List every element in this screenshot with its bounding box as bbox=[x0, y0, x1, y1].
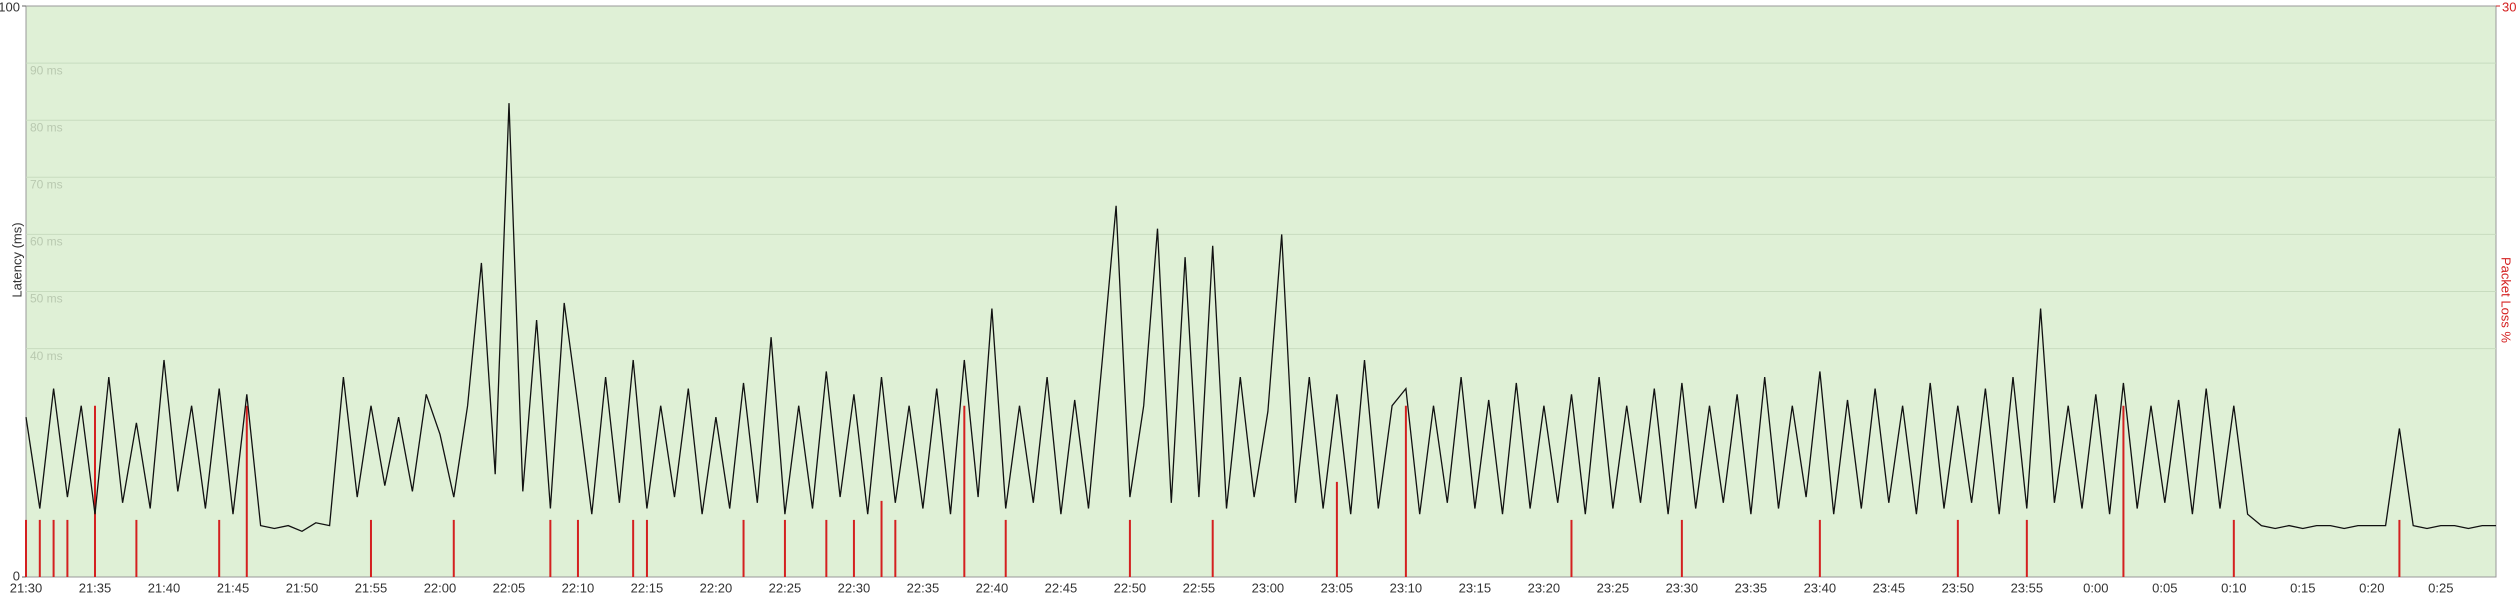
x-tick-label: 23:55 bbox=[2011, 580, 2044, 595]
x-tick-label: 23:45 bbox=[1873, 580, 1906, 595]
x-tick-label: 23:00 bbox=[1252, 580, 1285, 595]
y-tick-label: 0 bbox=[13, 568, 20, 583]
x-tick-label: 21:30 bbox=[10, 580, 43, 595]
x-tick-label: 0:20 bbox=[2359, 580, 2384, 595]
x-tick-label: 0:05 bbox=[2152, 580, 2177, 595]
x-tick-label: 22:10 bbox=[562, 580, 595, 595]
latency-line bbox=[25, 103, 2496, 533]
x-tick-label: 0:10 bbox=[2221, 580, 2246, 595]
x-tick-label: 22:25 bbox=[769, 580, 802, 595]
x-tick-label: 22:35 bbox=[907, 580, 940, 595]
y2-tick-label: 30 bbox=[2502, 0, 2516, 14]
y-grid-label: 80 ms bbox=[30, 120, 63, 134]
y-grid-label: 50 ms bbox=[30, 292, 63, 306]
x-tick-label: 21:50 bbox=[286, 580, 319, 595]
x-tick-label: 0:15 bbox=[2290, 580, 2315, 595]
x-tick-label: 22:50 bbox=[1114, 580, 1147, 595]
x-tick-label: 23:50 bbox=[1942, 580, 1975, 595]
x-tick-label: 0:25 bbox=[2428, 580, 2453, 595]
x-tick-label: 21:35 bbox=[79, 580, 112, 595]
x-tick-label: 23:15 bbox=[1459, 580, 1492, 595]
y-grid-label: 70 ms bbox=[30, 177, 63, 191]
x-tick-label: 22:45 bbox=[1045, 580, 1078, 595]
x-tick-label: 23:10 bbox=[1390, 580, 1423, 595]
x-tick-label: 22:20 bbox=[700, 580, 733, 595]
x-tick-label: 22:40 bbox=[976, 580, 1009, 595]
x-tick-label: 21:45 bbox=[217, 580, 250, 595]
x-tick-label: 0:00 bbox=[2083, 580, 2108, 595]
x-tick-label: 21:40 bbox=[148, 580, 181, 595]
y2-axis-title: Packet Loss % bbox=[2499, 257, 2514, 343]
x-tick-label: 23:05 bbox=[1321, 580, 1354, 595]
x-tick-label: 23:35 bbox=[1735, 580, 1768, 595]
x-tick-label: 22:30 bbox=[838, 580, 871, 595]
y-axis-title: Latency (ms) bbox=[9, 222, 24, 297]
x-tick-label: 23:40 bbox=[1804, 580, 1837, 595]
y-grid-label: 90 ms bbox=[30, 63, 63, 77]
x-tick-label: 22:15 bbox=[631, 580, 664, 595]
x-tick-label: 22:55 bbox=[1183, 580, 1216, 595]
x-tick-label: 23:25 bbox=[1597, 580, 1630, 595]
y-grid-label: 60 ms bbox=[30, 235, 63, 249]
x-tick-label: 23:30 bbox=[1666, 580, 1699, 595]
y-grid-label: 40 ms bbox=[30, 349, 63, 363]
x-tick-label: 22:05 bbox=[493, 580, 526, 595]
y-tick-label: 100 bbox=[0, 0, 20, 14]
x-tick-label: 21:55 bbox=[355, 580, 388, 595]
x-tick-label: 23:20 bbox=[1528, 580, 1561, 595]
x-tick-label: 22:00 bbox=[424, 580, 457, 595]
